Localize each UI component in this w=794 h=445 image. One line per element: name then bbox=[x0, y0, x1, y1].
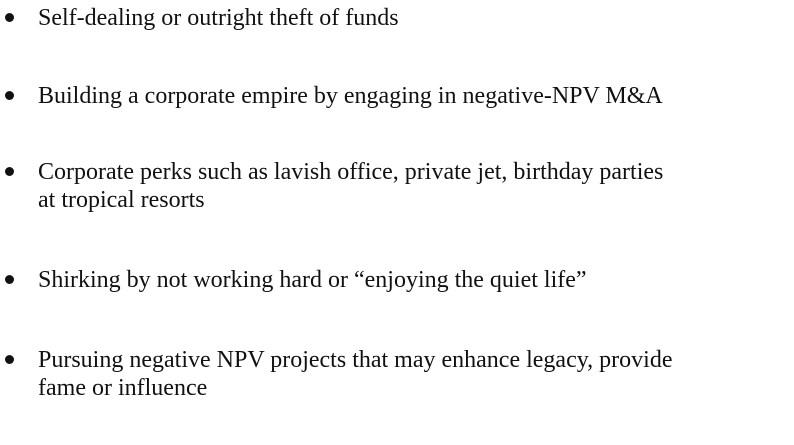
bullet-icon bbox=[5, 13, 14, 22]
list-item-text: Pursuing negative NPV projects that may … bbox=[38, 347, 673, 401]
bullet-icon bbox=[5, 355, 14, 364]
list-item-text: Shirking by not working hard or “enjoyin… bbox=[38, 267, 587, 293]
bullet-icon bbox=[5, 167, 14, 176]
list-item-text: Self-dealing or outright theft of funds bbox=[38, 5, 399, 31]
list-item-text: Corporate perks such as lavish office, p… bbox=[38, 159, 664, 213]
bullet-icon bbox=[5, 91, 14, 100]
bullet-icon bbox=[5, 275, 14, 284]
list-item-text: Building a corporate empire by engaging … bbox=[38, 83, 663, 109]
